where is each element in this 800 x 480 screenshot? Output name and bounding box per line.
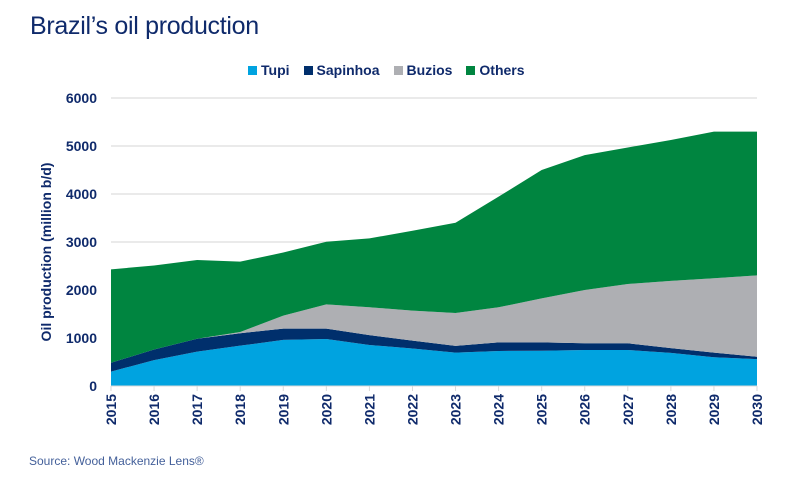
y-tick-label: 1000: [66, 330, 97, 346]
x-tick-label: 2020: [318, 394, 334, 425]
area-others: [111, 131, 757, 363]
legend-item-others: Others: [466, 62, 525, 78]
x-tick-label: 2024: [491, 394, 507, 425]
y-tick-label: 5000: [66, 138, 97, 154]
area-tupi: [111, 338, 757, 386]
x-tick-label: 2015: [103, 394, 119, 425]
legend-swatch: [248, 65, 257, 75]
chart-title: Brazil’s oil production: [30, 12, 259, 40]
x-tick-label: 2018: [232, 394, 248, 425]
x-tick-label: 2027: [620, 394, 636, 425]
legend-label: Sapinhoa: [316, 62, 380, 78]
legend-label: Tupi: [261, 62, 290, 78]
legend-item-buzios: Buzios: [393, 62, 453, 78]
legend: Tupi Sapinhoa Buzios Others: [248, 62, 525, 78]
legend-label: Others: [479, 62, 525, 78]
y-tick-label: 0: [89, 378, 97, 394]
x-tick-label: 2030: [749, 394, 765, 425]
legend-label: Buzios: [406, 62, 453, 78]
source-note: Source: Wood Mackenzie Lens®: [29, 454, 204, 468]
legend-item-tupi: Tupi: [248, 62, 290, 78]
x-tick-label: 2022: [404, 394, 420, 425]
x-tick-label: 2019: [275, 394, 291, 425]
y-axis-label: Oil production (million b/d): [38, 163, 54, 342]
y-tick-label: 2000: [66, 282, 97, 298]
y-tick-label: 6000: [66, 90, 97, 106]
legend-item-sapinhoa: Sapinhoa: [303, 62, 380, 78]
legend-swatch: [466, 65, 476, 75]
y-tick-label: 3000: [66, 234, 97, 250]
area-sapinhoa: [111, 328, 757, 372]
legend-swatch: [393, 65, 403, 75]
x-tick-label: 2028: [663, 394, 679, 425]
x-tick-label: 2029: [706, 394, 722, 425]
x-tick-label: 2021: [361, 394, 377, 425]
x-tick-label: 2026: [577, 394, 593, 425]
x-tick-label: 2017: [189, 394, 205, 425]
area-buzios: [111, 275, 757, 363]
y-tick-label: 4000: [66, 186, 97, 202]
x-tick-label: 2016: [146, 394, 162, 425]
x-tick-label: 2025: [534, 394, 550, 425]
legend-swatch: [303, 65, 313, 75]
x-tick-label: 2023: [448, 394, 464, 425]
